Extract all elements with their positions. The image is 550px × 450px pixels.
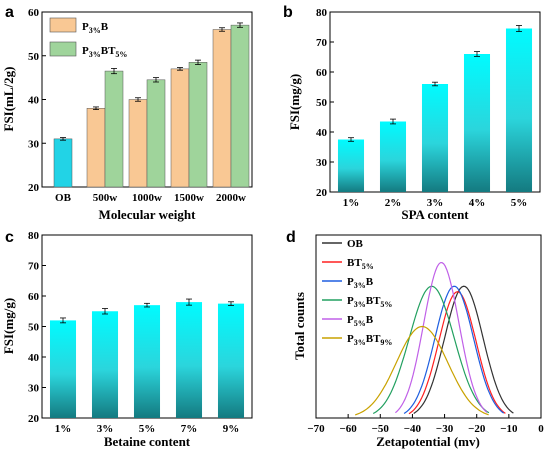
- panel-d-ylabel: Total counts: [292, 292, 307, 360]
- panel-b-bar: [379, 121, 407, 192]
- panel-b-bar: [463, 54, 491, 192]
- panel-d-curve: [408, 291, 506, 415]
- panel-d-xtick-label: −70: [307, 423, 325, 435]
- panel-d: d −70 −60 −50 −40 −30 −20 −10 0 OB BT5% P3%B P3%BT…: [286, 229, 544, 449]
- panel-a-ytick-label: 40: [28, 95, 40, 107]
- panel-c-bar: [217, 303, 245, 418]
- panel-c-bar: [91, 311, 119, 418]
- panel-a-bar: [170, 68, 190, 188]
- panel-b-ytick-label: 80: [316, 7, 328, 19]
- panel-d-xtick-label: −10: [500, 423, 518, 435]
- panel-d-legend-label: P3%BT9%: [347, 333, 392, 347]
- panel-a-bar: [104, 70, 124, 188]
- panel-c-ytick-label: 60: [28, 291, 40, 303]
- panel-a-letter: a: [5, 4, 14, 21]
- panel-a-xtick-label: 1500w: [174, 192, 204, 204]
- panel-c-xtick-label: 9%: [223, 423, 240, 435]
- panel-d-legend: OB BT5% P3%B P3%BT5% P5%B P3%BT9%: [322, 238, 392, 347]
- panel-c-bar: [49, 320, 77, 418]
- panel-d-xtick-label: −30: [436, 423, 454, 435]
- panel-b-ylabel: FSI(mg/g): [287, 74, 302, 130]
- panel-c-ytick-label: 80: [28, 230, 40, 242]
- panel-a-bar: [188, 62, 208, 188]
- panel-a-ylabel: FSI(mL/2g): [1, 67, 16, 132]
- panel-a-legend-swatch: [49, 41, 77, 57]
- panel-a-bar: [128, 99, 148, 188]
- panel-c-xlabel: Betaine content: [104, 434, 191, 449]
- panel-d-curve: [395, 261, 488, 414]
- panel-c-xtick-label: 5%: [139, 423, 156, 435]
- panel-a-bar: [230, 24, 250, 188]
- panel-b-xtick-label: 2%: [385, 197, 402, 209]
- panel-c: c 20 30 40 50 60 70 80 1% 3% 5% 7% 9% Betaine conte…: [1, 229, 253, 449]
- panel-d-xtick-label: −40: [404, 423, 422, 435]
- panel-c-xtick-label: 3%: [97, 423, 114, 435]
- panel-d-curve: [413, 285, 514, 414]
- panel-a-ytick-label: 20: [28, 182, 40, 194]
- panel-a-xtick-label: OB: [55, 192, 72, 204]
- panel-c-xtick-label: 1%: [55, 423, 72, 435]
- panel-b-xtick-label: 4%: [469, 197, 486, 209]
- panel-a-xtick-label: 500w: [93, 192, 118, 204]
- panel-b-letter: b: [283, 4, 293, 21]
- panel-a-xtick-label: 1000w: [132, 192, 162, 204]
- panel-c-bar: [133, 305, 161, 418]
- panel-d-xtick-label: −20: [468, 423, 486, 435]
- panel-d-legend-label: P5%B: [347, 314, 374, 328]
- panel-d-xtick-label: −60: [340, 423, 358, 435]
- panel-b-xtick-label: 1%: [343, 197, 360, 209]
- panel-c-xtick-label: 7%: [181, 423, 198, 435]
- panel-a-legend-label: P3%BT5%: [82, 45, 127, 59]
- panel-b: b 20 30 40 50 60 70 80 1% 2% 3% 4% 5% SPA content F…: [283, 4, 541, 222]
- panel-c-letter: c: [5, 229, 14, 246]
- panel-d-curve: [354, 325, 489, 416]
- panel-a-xlabel: Molecular weight: [99, 207, 197, 222]
- panel-c-ytick-label: 50: [28, 322, 40, 334]
- panel-a-bar: [212, 29, 232, 188]
- panel-a-bar-ob: [53, 138, 73, 188]
- panel-b-ytick-label: 70: [316, 37, 328, 49]
- panel-b-xtick-label: 5%: [511, 197, 528, 209]
- panel-b-bar: [505, 28, 533, 192]
- panel-b-xtick-label: 3%: [427, 197, 444, 209]
- panel-d-curve: [403, 285, 505, 414]
- panel-d-legend-label: BT5%: [347, 257, 374, 271]
- panel-b-ytick-label: 40: [316, 127, 328, 139]
- panel-b-ytick-label: 50: [316, 97, 328, 109]
- panel-b-bar: [337, 139, 365, 192]
- panel-a-xtick-label: 2000w: [216, 192, 246, 204]
- panel-c-ytick-label: 70: [28, 261, 40, 273]
- panel-c-bar: [175, 302, 203, 418]
- panel-c-ytick-label: 20: [28, 413, 40, 425]
- panel-b-ytick-label: 20: [316, 187, 328, 199]
- panel-b-xlabel: SPA content: [401, 207, 469, 222]
- panel-d-xtick-label: 0: [538, 423, 544, 435]
- panel-c-ytick-label: 30: [28, 383, 40, 395]
- panel-c-ytick-label: 40: [28, 352, 40, 364]
- panel-d-legend-label: P3%B: [347, 276, 374, 290]
- panel-a-bar: [86, 108, 106, 188]
- panel-c-ylabel: FSI(mg/g): [1, 298, 16, 354]
- panel-a-ytick-label: 50: [28, 51, 40, 63]
- panel-a-legend: P3%B P3%BT5%: [49, 17, 127, 59]
- panel-a-bar: [146, 79, 166, 188]
- panel-d-letter: d: [286, 229, 296, 246]
- panel-b-ytick-label: 30: [316, 157, 328, 169]
- panel-a-ytick-label: 60: [28, 7, 40, 19]
- panel-d-xlabel: Zetapotential (mv): [376, 434, 480, 449]
- panel-d-legend-label: OB: [347, 238, 364, 250]
- panel-b-bar: [421, 84, 449, 192]
- panel-a-legend-swatch: [49, 17, 77, 33]
- panel-a-ytick-label: 30: [28, 138, 40, 150]
- panel-a-legend-label: P3%B: [82, 21, 109, 35]
- panel-d-legend-label: P3%BT5%: [347, 295, 392, 309]
- panel-d-frame: [315, 234, 542, 419]
- panel-d-xtick-label: −50: [372, 423, 390, 435]
- panel-b-ytick-label: 60: [316, 67, 328, 79]
